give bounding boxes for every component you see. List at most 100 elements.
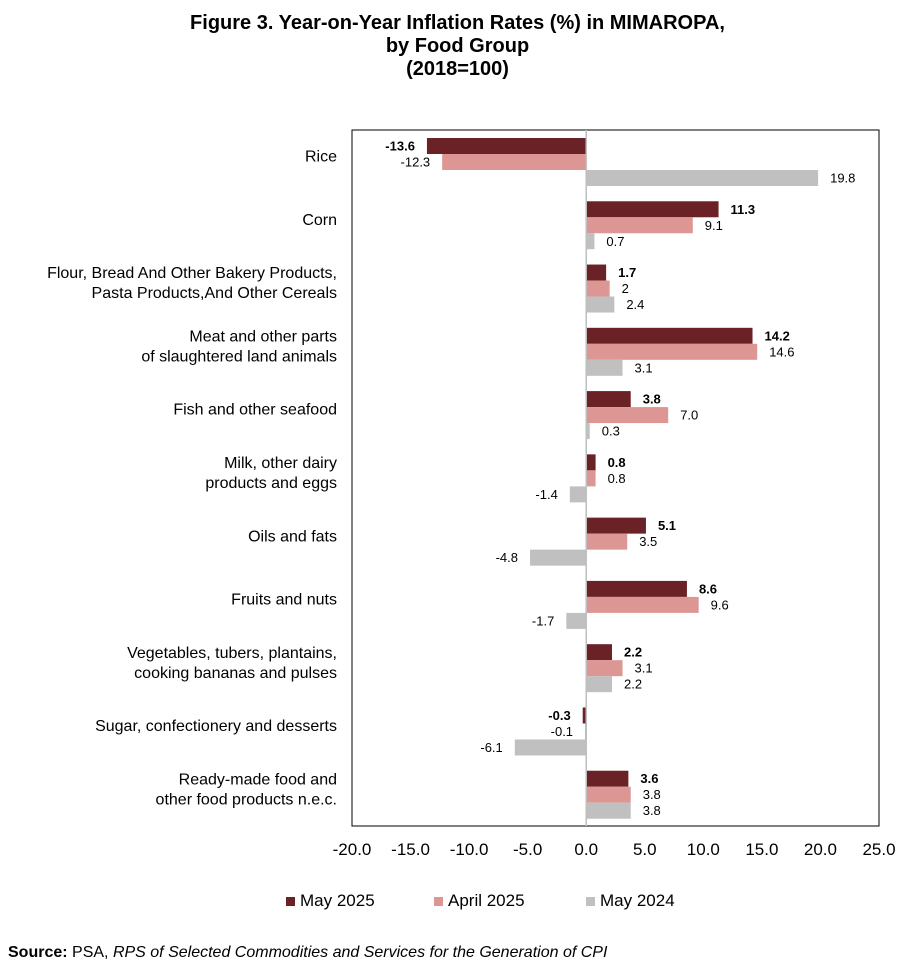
x-tick-label: 15.0 [745, 840, 778, 859]
title-line-2: by Food Group [385, 35, 530, 57]
category-label: Vegetables, tubers, plantains, [127, 645, 337, 662]
bar [586, 660, 623, 677]
bar [586, 786, 631, 803]
bar [582, 707, 587, 724]
plot-area-frame [351, 129, 880, 827]
data-label: 19.8 [830, 171, 855, 186]
bar [566, 612, 587, 629]
title-line-1: Figure 3. Year-on-Year Inflation Rates (… [190, 12, 725, 34]
x-tick-label: -5.0 [513, 840, 542, 859]
legend-label-may-2024: May 2024 [600, 891, 675, 910]
category-label: Milk, other dairy [224, 455, 337, 472]
legend-item-april-2025: April 2025 [434, 891, 525, 911]
category-label: of slaughtered land animals [141, 348, 337, 365]
category-label: Meat and other parts [189, 328, 337, 345]
bar [586, 233, 595, 250]
bar [514, 739, 587, 756]
bar [586, 802, 631, 819]
bar [586, 280, 610, 297]
legend-label-april-2025: April 2025 [448, 891, 525, 910]
category-label: Sugar, confectionery and desserts [95, 718, 337, 735]
category-label: Oils and fats [248, 528, 337, 545]
data-label: -0.3 [548, 708, 570, 723]
bar [586, 391, 631, 408]
category-label: Fruits and nuts [231, 592, 337, 609]
data-label: 2.2 [624, 677, 642, 692]
x-tick-label: 20.0 [804, 840, 837, 859]
bar [586, 770, 629, 787]
legend-item-may-2024: May 2024 [586, 891, 675, 911]
data-label: 3.5 [639, 534, 657, 549]
chart-legend: May 2025 April 2025 May 2024 [0, 891, 915, 913]
legend-label-may-2025: May 2025 [300, 891, 375, 910]
bar [586, 359, 623, 376]
bar [426, 138, 587, 154]
category-label: other food products n.e.c. [156, 791, 337, 808]
bar-chart: -13.6-12.3 19.8 Rice 11.3 9.1 0.7 Corn 1.722.4 F… [47, 129, 896, 859]
data-label: 3.1 [635, 661, 653, 676]
data-label: 0.3 [602, 424, 620, 439]
bar [586, 264, 607, 281]
data-label: 2.2 [624, 645, 642, 660]
bar [586, 423, 590, 440]
data-label: 9.6 [711, 597, 729, 612]
data-label: 0.7 [606, 234, 624, 249]
data-label: 14.2 [765, 328, 790, 343]
bar [586, 343, 758, 360]
chart-title: Figure 3. Year-on-Year Inflation Rates (… [0, 12, 915, 81]
bar [586, 580, 687, 597]
x-tick-label: 25.0 [862, 840, 895, 859]
x-tick-label: 5.0 [633, 840, 657, 859]
data-label: 2 [622, 281, 629, 296]
category-label: cooking bananas and pulses [134, 665, 337, 682]
bar [586, 407, 669, 424]
legend-item-may-2025: May 2025 [286, 891, 375, 911]
x-tick-label: -20.0 [333, 840, 372, 859]
data-label: 0.8 [608, 455, 626, 470]
bar [586, 676, 612, 693]
data-label: 7.0 [680, 408, 698, 423]
source-label: Source: [8, 944, 68, 961]
category-label: Rice [305, 149, 337, 166]
category-label: Ready-made food and [179, 771, 337, 788]
bar [530, 549, 587, 566]
legend-swatch-may-2025 [286, 896, 295, 906]
source-title: RPS of Selected Commodities and Services… [112, 944, 608, 961]
bar [586, 533, 628, 550]
bar [586, 454, 596, 471]
data-label: 3.8 [643, 392, 661, 407]
data-label: 3.1 [635, 360, 653, 375]
bar [586, 517, 646, 534]
bar [586, 217, 693, 234]
source-note: Source: PSA, RPS of Selected Commodities… [8, 944, 607, 962]
data-label: 11.3 [731, 202, 756, 217]
title-line-3: (2018=100) [406, 58, 509, 80]
category-label: Corn [302, 212, 337, 229]
bar [586, 327, 753, 344]
data-label: 3.8 [643, 803, 661, 818]
bar [442, 154, 587, 170]
data-label: -1.4 [535, 487, 557, 502]
x-tick-label: -10.0 [450, 840, 489, 859]
x-tick-label: -15.0 [391, 840, 430, 859]
data-label: 1.7 [618, 265, 636, 280]
legend-swatch-may-2024 [586, 896, 595, 906]
bar [569, 486, 587, 503]
data-label: 9.1 [705, 218, 723, 233]
category-label: Flour, Bread And Other Bakery Products, [47, 265, 337, 282]
bar [586, 170, 819, 186]
data-label: 3.6 [640, 771, 658, 786]
data-label: -4.8 [496, 550, 518, 565]
bar [586, 201, 719, 218]
x-tick-label: 10.0 [687, 840, 720, 859]
bar [586, 470, 596, 487]
category-label: Pasta Products,And Other Cereals [92, 285, 337, 302]
data-label: -6.1 [480, 740, 502, 755]
data-label: -13.6 [385, 139, 415, 154]
bar [586, 644, 612, 661]
data-label: 8.6 [699, 581, 717, 596]
source-text: PSA, [67, 944, 113, 961]
category-label: products and eggs [205, 475, 337, 492]
x-tick-label: 0.0 [574, 840, 598, 859]
data-label: 2.4 [626, 297, 644, 312]
